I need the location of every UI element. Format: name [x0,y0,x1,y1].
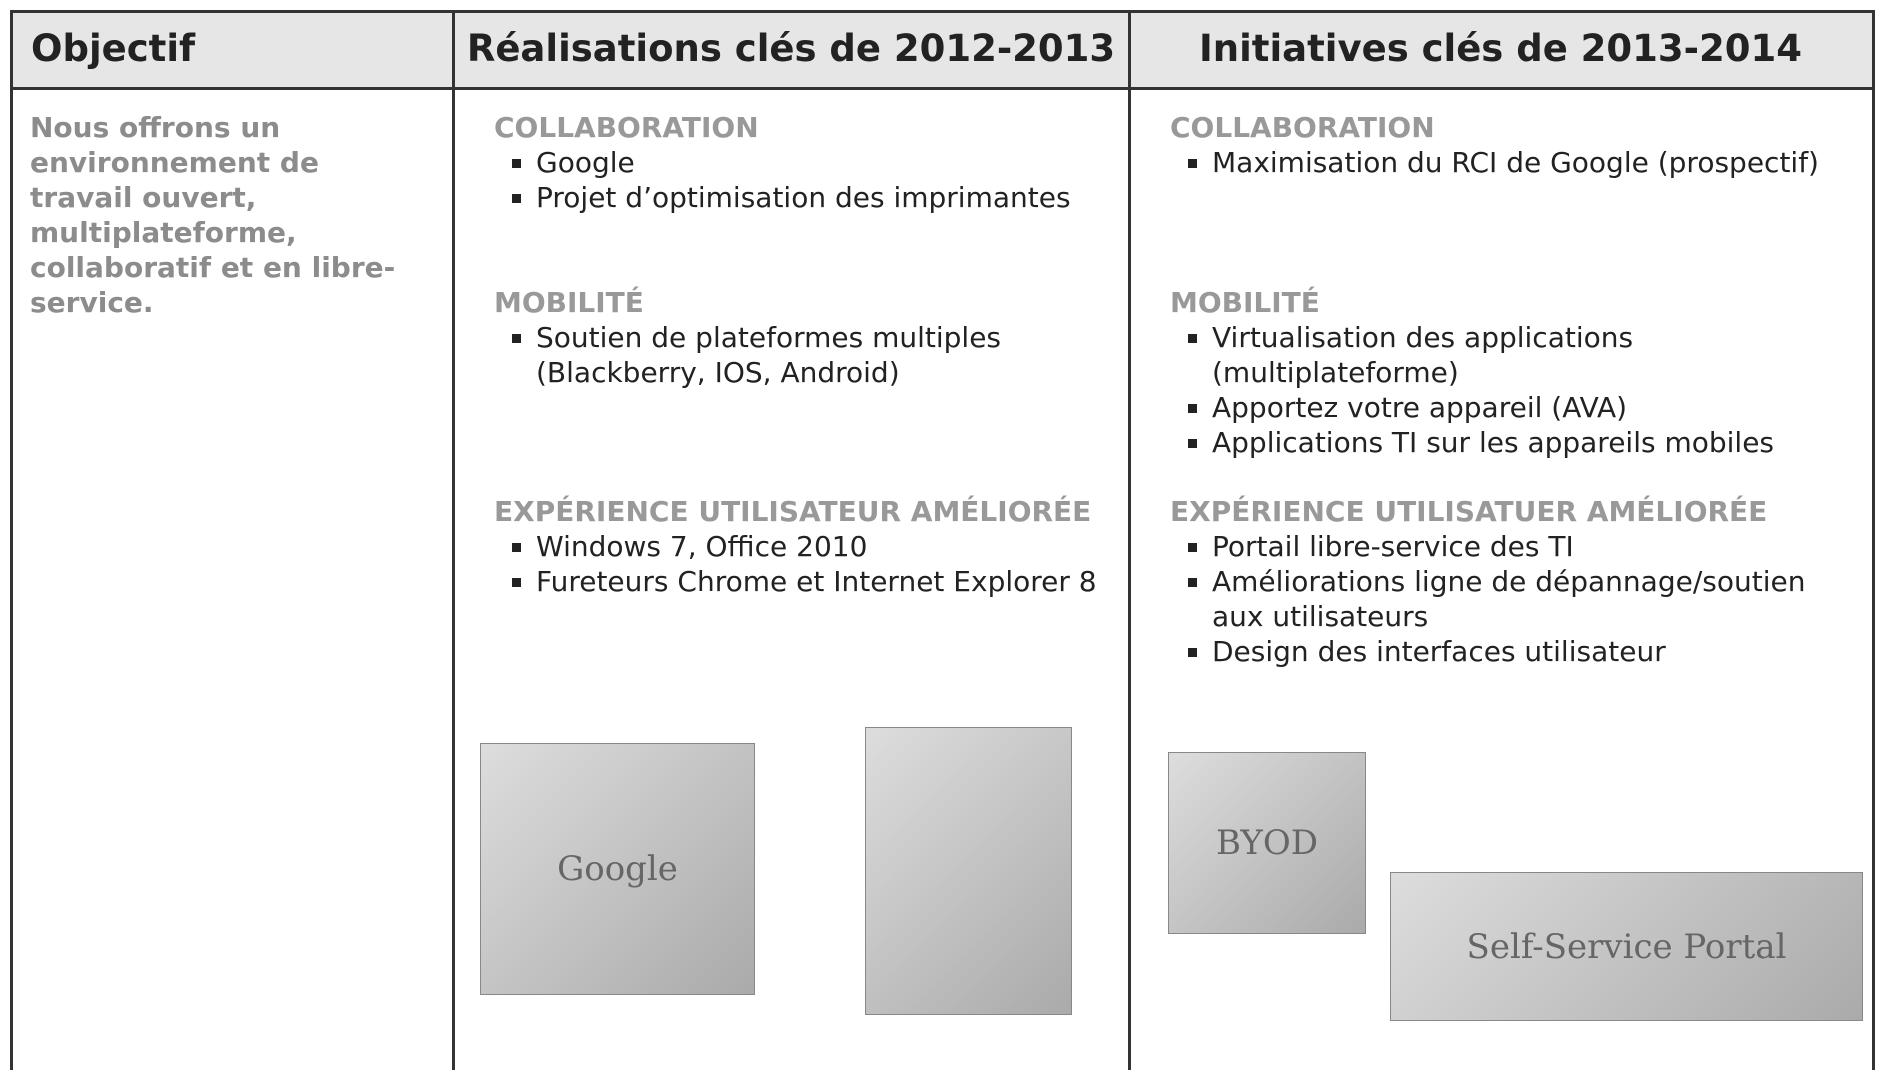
table-frame [10,10,1875,1070]
section-heading: COLLABORATION [1170,111,1435,144]
header-cell: Réalisations clés de 2012-2013 [453,13,1129,90]
bullet-item: Windows 7, Office 2010 [536,529,1114,564]
bullet-item: Améliorations ligne de dépannage/soutien… [1212,564,1860,634]
bullet-item: Soutien de plateformes multiples (Blackb… [536,320,1114,390]
bullet-item: Projet d’optimisation des imprimantes [536,180,1114,215]
bullet-item: Maximisation du RCI de Google (prospecti… [1212,145,1860,180]
column-divider [1128,10,1131,1070]
bullet-item: Apportez votre appareil (AVA) [1212,390,1860,425]
image-caption: BYOD [1216,823,1318,863]
bullet-list: Virtualisation des applications (multipl… [1170,320,1860,460]
image: Self-Service Portal [1390,872,1863,1021]
bullet-list: Windows 7, Office 2010Fureteurs Chrome e… [494,529,1114,599]
image: BYOD [1168,752,1366,934]
bullet-item: Design des interfaces utilisateur [1212,634,1860,669]
bullet-item: Portail libre-service des TI [1212,529,1860,564]
objective: Nous offrons un environnement de travail… [30,111,396,319]
bullet-item: Applications TI sur les appareils mobile… [1212,425,1860,460]
section: MOBILITÉVirtualisation des applications … [1170,285,1860,460]
bullet-list: GoogleProjet d’optimisation des impriman… [494,145,1114,215]
section: EXPÉRIENCE UTILISATUER AMÉLIORÉEPortail … [1170,494,1860,669]
image [865,727,1072,1015]
section: EXPÉRIENCE UTILISATEUR AMÉLIORÉEWindows … [494,494,1114,599]
section-heading: MOBILITÉ [494,286,644,319]
section-heading: EXPÉRIENCE UTILISATEUR AMÉLIORÉE [494,495,1092,528]
column-divider [452,10,455,1070]
section: COLLABORATIONGoogleProjet d’optimisation… [494,110,1114,215]
bullet-item: Virtualisation des applications (multipl… [1212,320,1860,390]
section: COLLABORATIONMaximisation du RCI de Goog… [1170,110,1860,180]
section-heading: EXPÉRIENCE UTILISATUER AMÉLIORÉE [1170,495,1768,528]
bullet-list: Soutien de plateformes multiples (Blackb… [494,320,1114,390]
bullet-item: Fureteurs Chrome et Internet Explorer 8 [536,564,1114,599]
image: Google [480,743,755,995]
section-heading: COLLABORATION [494,111,759,144]
image-caption: Self-Service Portal [1466,926,1787,967]
header-cell: Initiatives clés de 2013-2014 [1129,13,1872,90]
bullet-list: Maximisation du RCI de Google (prospecti… [1170,145,1860,180]
bullet-item: Google [536,145,1114,180]
bullet-list: Portail libre-service des TIAmélioration… [1170,529,1860,669]
section: MOBILITÉSoutien de plateformes multiples… [494,285,1114,390]
section-heading: MOBILITÉ [1170,286,1320,319]
header-cell: Objectif [13,13,453,90]
image-caption: Google [557,849,678,889]
